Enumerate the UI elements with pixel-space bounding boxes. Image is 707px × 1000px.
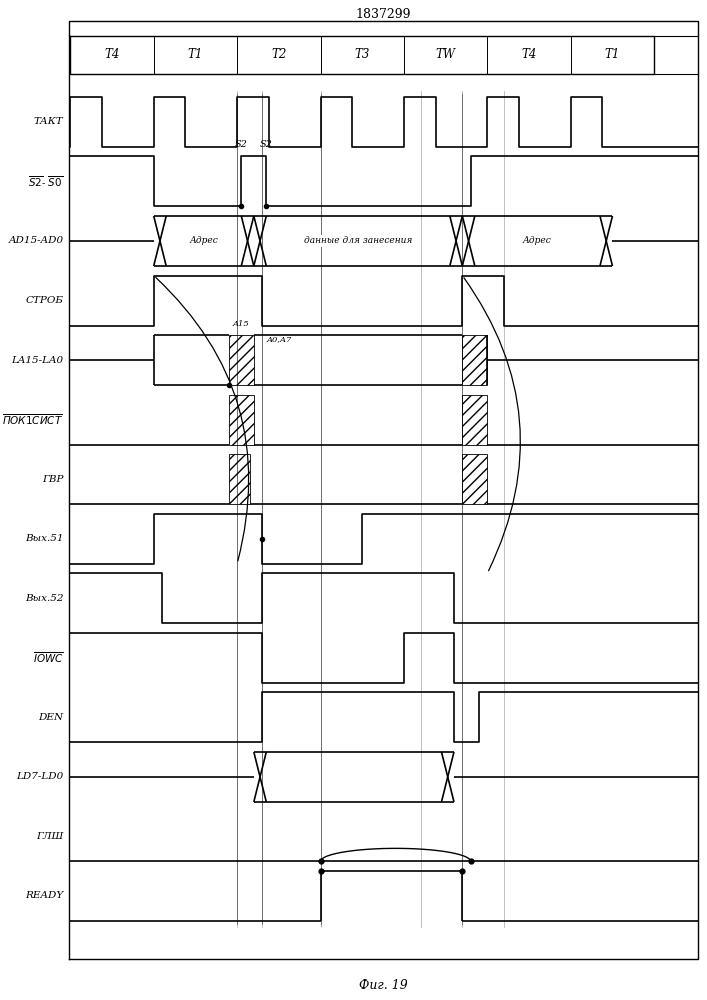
Text: LD7-LD0: LD7-LD0 [16,772,64,781]
Text: 1837299: 1837299 [356,8,411,21]
Text: DEN: DEN [38,713,64,722]
Text: $\overline{S2}$- $\overline{S0}$: $\overline{S2}$- $\overline{S0}$ [28,174,64,189]
Text: Фиг. 19: Фиг. 19 [358,979,407,992]
Text: Вых.52: Вых.52 [25,594,64,603]
Text: ГВР: ГВР [42,475,64,484]
Text: TW: TW [436,48,455,61]
Text: данные для занесения: данные для занесения [304,236,412,245]
Text: T2: T2 [271,48,286,61]
Text: T1: T1 [604,48,620,61]
Text: LA15-LA0: LA15-LA0 [11,356,64,365]
Text: T1: T1 [188,48,203,61]
Text: ТАКТ: ТАКТ [34,117,64,126]
Text: СТРОБ: СТРОБ [25,296,64,305]
Text: T4: T4 [105,48,119,61]
Text: ГЛШ: ГЛШ [36,832,64,841]
Text: $\overline{ПОК1СИСТ}$: $\overline{ПОК1СИСТ}$ [2,412,64,427]
Text: Вых.51: Вых.51 [25,534,64,543]
Text: AD15-AD0: AD15-AD0 [8,236,64,245]
Text: S2: S2 [235,140,247,149]
Text: A15: A15 [233,320,250,328]
Text: T3: T3 [354,48,370,61]
Text: $\overline{IOWC}$: $\overline{IOWC}$ [33,650,64,665]
Text: READY: READY [25,891,64,900]
Text: S2: S2 [260,140,273,149]
Text: Адрес: Адрес [189,236,218,245]
Text: T4: T4 [521,48,537,61]
Text: A0,A7: A0,A7 [267,335,292,343]
Text: Адрес: Адрес [523,236,551,245]
